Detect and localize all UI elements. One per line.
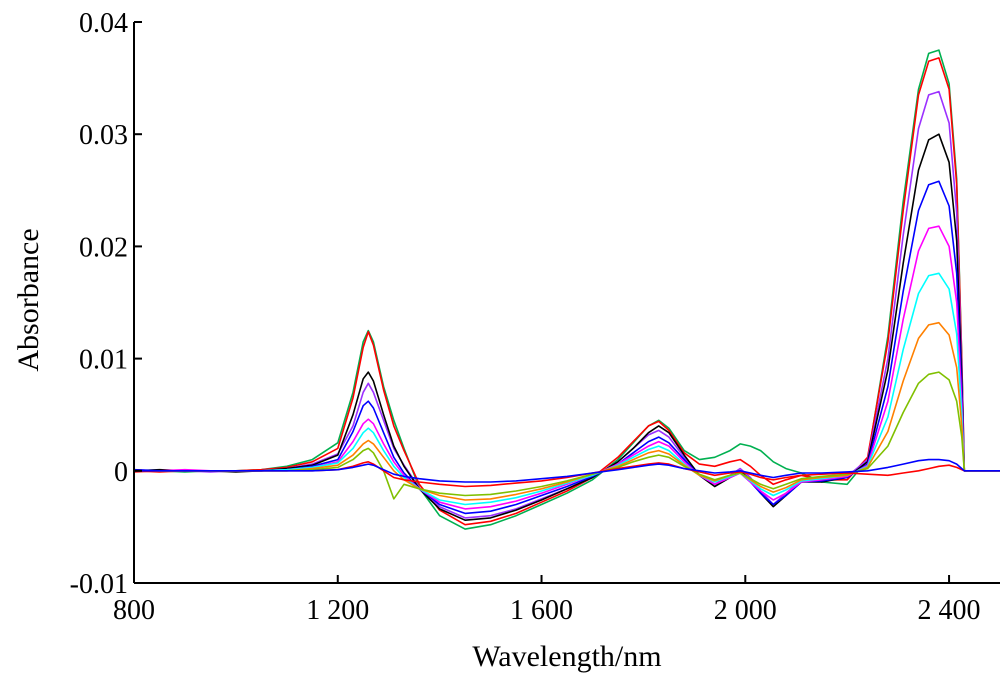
plot-area (134, 49, 1000, 530)
x-ticks: 800 1 200 1 600 2 000 2 400 (113, 575, 981, 626)
spectrum-line-4 (134, 180, 1000, 515)
y-tick-label: 0.04 (79, 8, 128, 39)
y-axis-title: Absorbance (12, 228, 45, 371)
spectrum-line-5 (134, 225, 1000, 510)
x-tick-label: 1 200 (306, 595, 369, 626)
spectrum-line-10 (134, 458, 1000, 483)
spectrum-line-8 (134, 371, 1000, 500)
x-tick-label: 1 600 (510, 595, 573, 626)
spectrum-line-1 (134, 57, 1000, 526)
spectrum-line-6 (134, 272, 1000, 506)
y-tick-label: 0.02 (79, 232, 128, 263)
y-tick-label: 0 (114, 457, 128, 488)
x-tick-label: 2 000 (714, 595, 777, 626)
y-tick-label: -0.01 (70, 569, 128, 600)
x-tick-label: 800 (113, 595, 155, 626)
y-tick-label: 0.03 (79, 120, 128, 151)
series-group (134, 49, 1000, 530)
y-tick-label: 0.01 (79, 345, 128, 376)
spectrum-line-3 (134, 133, 1000, 522)
x-axis-title: Wavelength/nm (472, 640, 661, 673)
x-tick-label: 2 400 (918, 595, 981, 626)
spectrum-line-7 (134, 321, 1000, 501)
y-ticks: -0.01 0 0.01 0.02 0.03 0.04 (70, 8, 142, 600)
spectrum-line-2 (134, 90, 1000, 519)
